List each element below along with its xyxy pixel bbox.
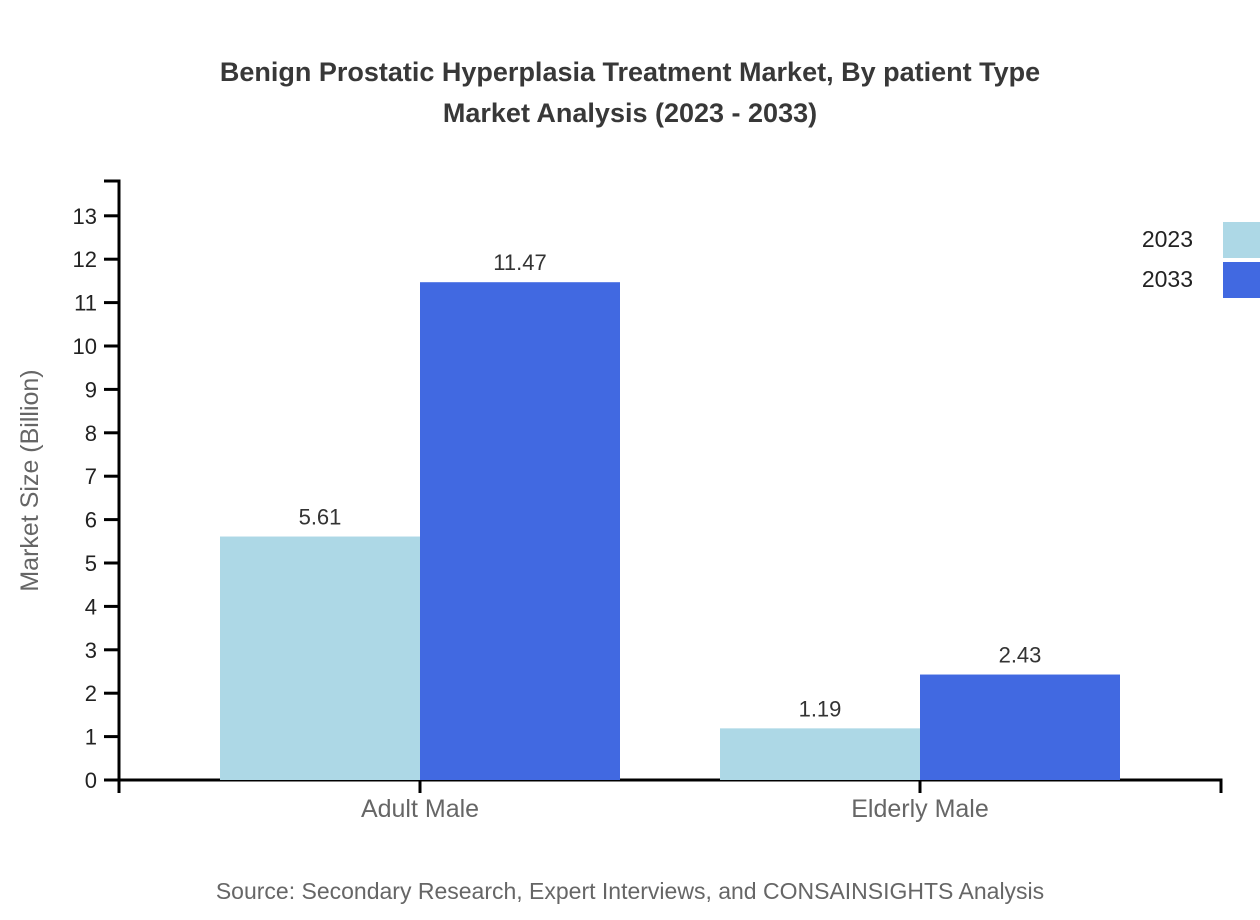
chart-title-line-2: Market Analysis (2023 - 2033) (442, 98, 818, 128)
legend-label-2023: 2023 (1141, 226, 1193, 252)
chart-title: Benign Prostatic Hyperplasia Treatment M… (0, 52, 1260, 134)
legend-label-2033: 2033 (1141, 266, 1193, 292)
legend-swatch-2023 (1223, 221, 1260, 258)
value-label-elderly-male-2023: 1.19 (799, 696, 842, 721)
y-tick-label: 12 (73, 247, 97, 272)
y-tick-label: 8 (85, 421, 97, 446)
chart-title-line-1: Benign Prostatic Hyperplasia Treatment M… (219, 57, 1041, 87)
value-label-adult-male-2023: 5.61 (299, 505, 342, 530)
y-tick-label: 9 (85, 377, 97, 402)
y-tick-label: 4 (85, 594, 97, 619)
legend-swatch-2033 (1223, 261, 1260, 298)
bar-elderly-male-2033 (920, 674, 1120, 780)
y-tick-label: 0 (85, 768, 97, 793)
y-tick-label: 11 (74, 291, 97, 316)
y-tick-label: 6 (85, 508, 97, 533)
x-axis-line (117, 778, 1223, 793)
y-tick-label: 13 (73, 204, 97, 229)
y-tick-label: 2 (85, 681, 97, 706)
y-tick-label: 10 (73, 334, 97, 359)
bar-adult-male-2033 (420, 282, 620, 780)
source-attribution: Source: Secondary Research, Expert Inter… (215, 878, 1045, 904)
y-tick-label: 3 (85, 638, 97, 663)
y-axis-line (104, 179, 121, 780)
bar-elderly-male-2023 (720, 728, 920, 780)
legend-item-2023: 2023 (1142, 221, 1260, 258)
y-axis-title: Market Size (Billion) (16, 369, 44, 591)
chart-legend: 2023 2033 (1142, 221, 1260, 301)
x-category-label-elderly-male: Elderly Male (851, 795, 989, 823)
y-tick-label: 7 (85, 464, 97, 489)
bar-adult-male-2023 (220, 536, 420, 780)
legend-item-2033: 2033 (1142, 261, 1260, 298)
value-label-elderly-male-2033: 2.43 (999, 643, 1042, 668)
x-category-label-adult-male: Adult Male (361, 795, 479, 823)
value-label-adult-male-2033: 11.47 (493, 250, 546, 275)
y-tick-label: 1 (85, 725, 97, 750)
y-tick-label: 5 (85, 551, 97, 576)
